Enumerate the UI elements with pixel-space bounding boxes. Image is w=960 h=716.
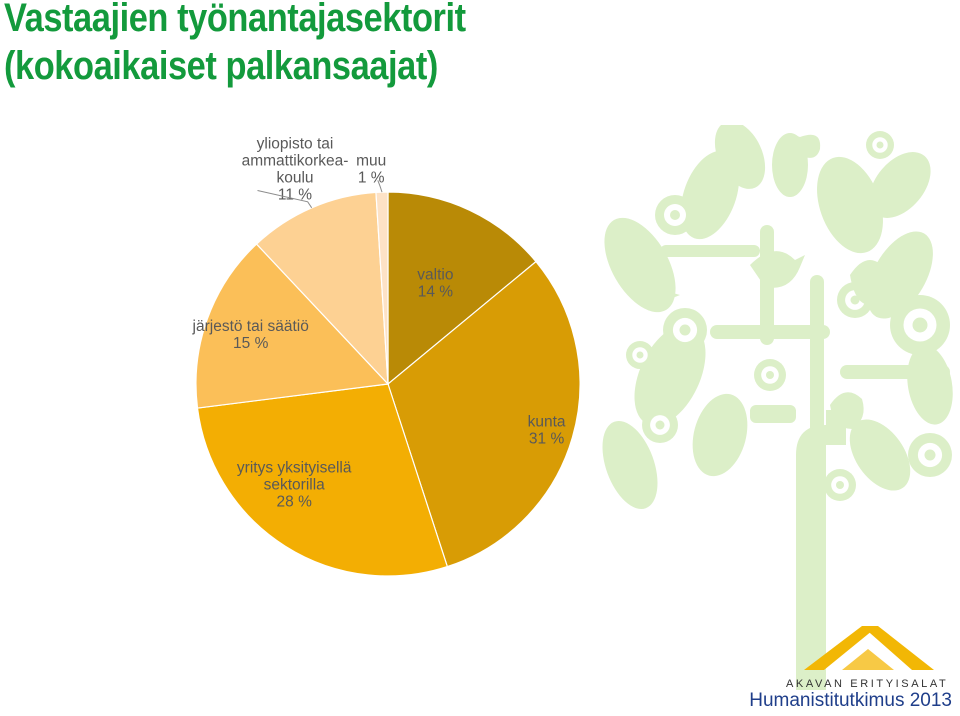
pie-slice-3 — [195, 243, 390, 409]
bird-shape — [640, 281, 680, 303]
bird-shape — [830, 392, 864, 429]
flower-core — [679, 324, 691, 336]
tree-branch — [810, 275, 824, 435]
pie-slice-2 — [196, 383, 449, 577]
owl-shape — [850, 260, 890, 305]
leaf-shape — [907, 345, 953, 425]
data-label-1-line-1: 31 % — [529, 431, 565, 448]
footer-survey-name: Humanistitutkimus 2013 — [749, 690, 952, 711]
bird-shape — [750, 251, 805, 288]
leader-line-5 — [377, 180, 383, 193]
logo-text: AKAVAN ERITYISALAT — [786, 678, 949, 690]
data-label-0-line-1: 14 % — [418, 284, 454, 301]
data-label-0-line-0: valtio — [417, 267, 453, 284]
leaf-shape — [692, 393, 748, 477]
data-label-4-line-2: koulu — [276, 170, 313, 187]
flower-core — [670, 210, 680, 220]
title-line-2: (kokoaikaiset palkansaajat) — [4, 44, 438, 88]
flower-core — [636, 351, 644, 359]
data-label-4-line-0: yliopisto tai — [257, 136, 334, 153]
pie-slice-1 — [387, 260, 581, 568]
data-label-1-line-0: kunta — [528, 414, 566, 431]
pie-slice-4 — [255, 191, 389, 386]
pie-slice-0 — [387, 191, 537, 386]
butterfly-shape — [779, 134, 821, 158]
leaf-shape — [817, 156, 883, 254]
tree-branch — [750, 405, 796, 423]
leaf-shape — [602, 421, 658, 509]
data-label-2-line-1: sektorilla — [264, 477, 326, 494]
leaf-shape — [869, 152, 931, 218]
flower-core — [924, 449, 936, 461]
flower-core — [836, 481, 844, 489]
data-label-5-line-1: 1 % — [358, 170, 385, 187]
decorative-tree-illustration — [602, 125, 953, 690]
data-label-3-line-0: järjestö tai säätiö — [192, 318, 309, 335]
flower-core — [850, 295, 860, 305]
tree-branch — [660, 245, 760, 257]
tree-shapes — [602, 125, 953, 690]
leader-line-4 — [257, 190, 313, 209]
data-label-3-line-1: 15 % — [233, 335, 269, 352]
title-line-1: Vastaajien työnantajasektorit — [4, 0, 466, 40]
flower-core — [655, 420, 665, 430]
data-label-5-line-0: muu — [356, 153, 386, 170]
tree-trunk — [796, 410, 846, 690]
flower-core — [876, 141, 884, 149]
flower-core — [912, 317, 928, 333]
flower-core — [766, 371, 774, 379]
leaf-shape — [849, 419, 911, 491]
data-label-4-line-3: 11 % — [278, 187, 312, 204]
leaf-shape — [714, 125, 766, 189]
data-label-2-line-0: yritys yksityisellä — [237, 460, 352, 477]
slide-title: Vastaajien työnantajasektorit (kokoaikai… — [4, 0, 466, 90]
leaf-shape — [680, 150, 740, 240]
akavan-erityisalat-logo — [804, 626, 934, 670]
data-label-4-line-1: ammattikorkea- — [242, 153, 349, 170]
data-label-2-line-2: 28 % — [277, 494, 313, 511]
